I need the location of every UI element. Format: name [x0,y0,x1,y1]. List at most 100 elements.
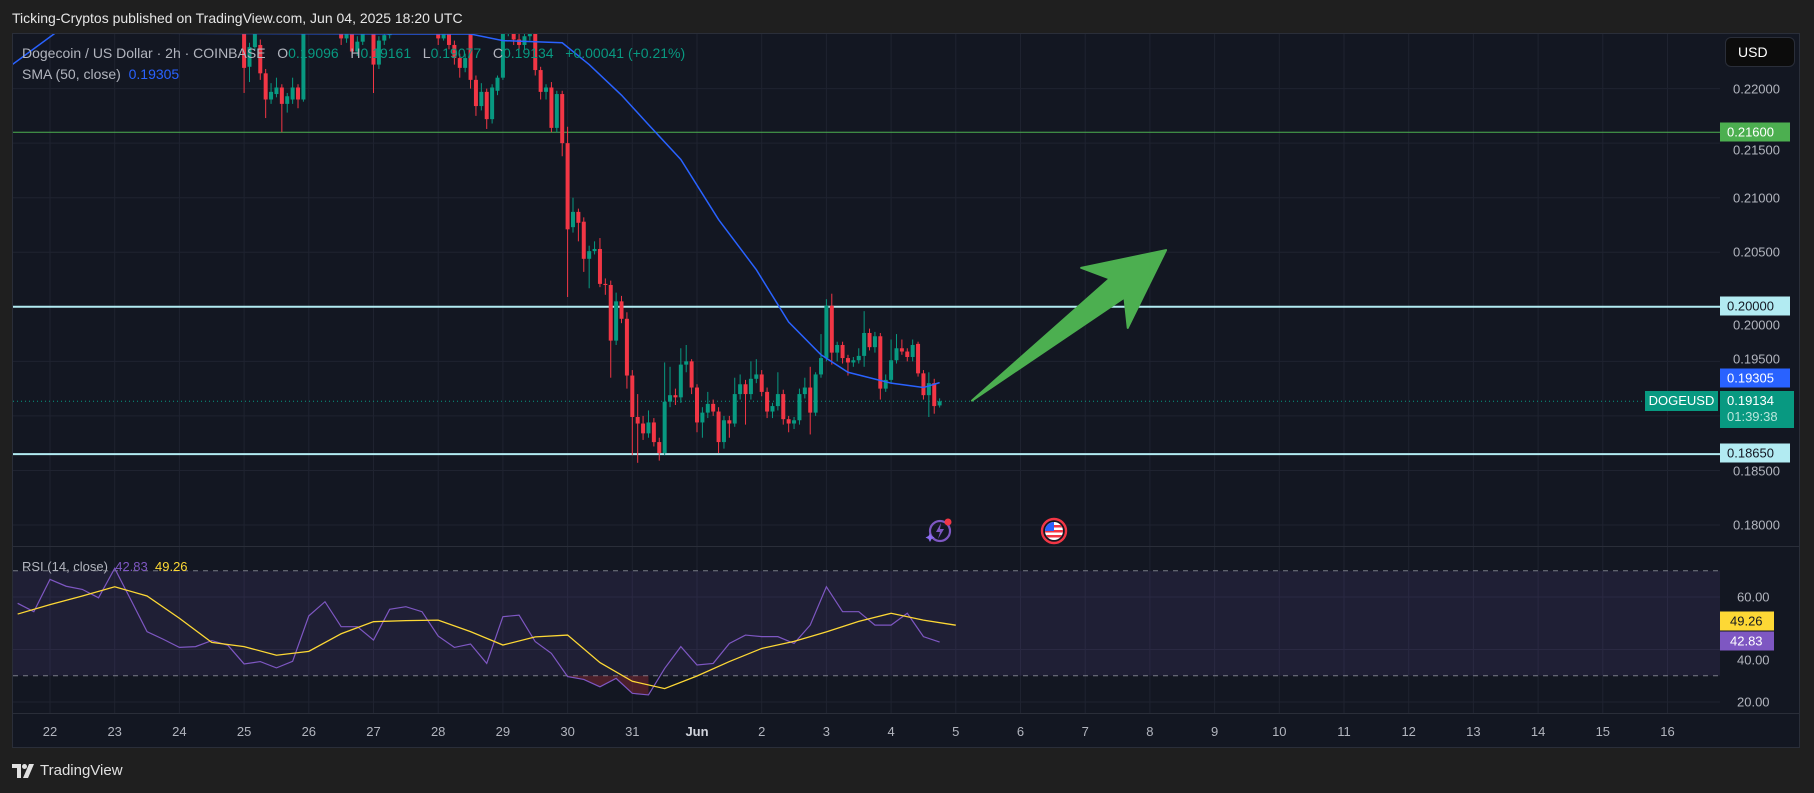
sma-line[interactable] [12,33,940,389]
candle[interactable] [851,356,856,367]
candle[interactable] [624,312,629,389]
candle[interactable] [285,92,290,113]
candle[interactable] [581,217,586,272]
candle[interactable] [802,377,807,399]
candle[interactable] [668,366,673,408]
candle[interactable] [393,12,397,28]
candle[interactable] [323,0,327,7]
candle[interactable] [727,415,732,438]
candle[interactable] [883,374,888,392]
candle[interactable] [420,0,424,12]
candle[interactable] [252,25,257,51]
candle[interactable] [641,415,646,440]
candle[interactable] [533,21,538,76]
rsi-ma-line[interactable] [17,586,956,690]
candle[interactable] [263,68,268,119]
candle[interactable] [279,84,284,133]
candle[interactable] [689,359,694,395]
candle[interactable] [781,389,786,425]
candle[interactable] [867,328,872,351]
candle[interactable] [619,295,624,324]
candle[interactable] [894,334,899,364]
candle[interactable] [646,410,651,438]
candle[interactable] [463,53,468,73]
candle[interactable] [376,36,381,69]
candle[interactable] [473,75,478,116]
candle[interactable] [721,415,726,449]
candle[interactable] [872,331,877,353]
candle[interactable] [366,17,370,32]
candle[interactable] [840,341,845,364]
candle[interactable] [247,42,252,83]
candle[interactable] [339,7,344,45]
candle[interactable] [937,398,942,408]
candle[interactable] [409,0,413,10]
candle[interactable] [775,372,780,411]
candle[interactable] [921,370,926,400]
candle[interactable] [296,84,301,109]
candle[interactable] [398,1,402,23]
candle[interactable] [732,377,737,427]
candle[interactable] [554,90,559,133]
candle[interactable] [404,0,408,12]
candle[interactable] [856,348,861,364]
candle[interactable] [770,402,775,419]
candle[interactable] [522,32,527,50]
candle[interactable] [862,311,867,367]
candle[interactable] [824,299,829,362]
candle[interactable] [743,379,748,425]
candle[interactable] [614,292,619,345]
lightning-event-icon[interactable] [925,517,952,543]
candle[interactable] [711,399,716,416]
candle[interactable] [479,83,484,111]
candle[interactable] [415,0,419,6]
candle[interactable] [662,362,667,456]
candle[interactable] [608,280,613,378]
candle[interactable] [630,370,635,456]
candle[interactable] [765,387,770,419]
candle[interactable] [808,366,813,435]
candle[interactable] [684,344,689,373]
candle[interactable] [597,238,602,288]
candle[interactable] [349,21,354,56]
candle[interactable] [695,384,699,433]
candle[interactable] [678,348,683,403]
candle[interactable] [635,394,640,463]
candle[interactable] [355,36,360,56]
candle[interactable] [274,77,279,98]
rsi-legend[interactable]: RSI (14, close) 42.83 49.26 [22,559,188,574]
candle[interactable] [889,339,894,384]
candle[interactable] [371,17,376,93]
candle[interactable] [576,208,581,242]
candle[interactable] [506,14,510,37]
candle[interactable] [387,21,392,39]
candle[interactable] [431,10,435,25]
candle[interactable] [603,278,608,295]
candle[interactable] [425,1,429,21]
candle[interactable] [258,39,263,80]
candle[interactable] [819,334,824,378]
candle[interactable] [382,32,387,45]
candle[interactable] [916,341,921,377]
candle[interactable] [705,391,710,419]
candle[interactable] [269,83,274,104]
us-flag-icon[interactable] [1040,517,1068,545]
candle[interactable] [457,53,462,78]
candle[interactable] [290,77,295,104]
candle[interactable] [570,197,575,233]
tradingview-logo[interactable]: TradingView [12,762,123,779]
candle[interactable] [495,75,500,96]
candle[interactable] [511,17,516,45]
candle[interactable] [738,374,743,400]
candle[interactable] [242,18,247,93]
candle[interactable] [754,359,759,384]
candle[interactable] [829,293,834,365]
up-arrow-annotation[interactable] [970,249,1168,402]
candle[interactable] [792,416,797,429]
candle[interactable] [307,1,311,25]
sma-legend[interactable]: SMA (50, close) 0.19305 [22,66,179,82]
candle[interactable] [926,372,931,417]
candle[interactable] [910,339,915,362]
candle[interactable] [673,388,678,405]
